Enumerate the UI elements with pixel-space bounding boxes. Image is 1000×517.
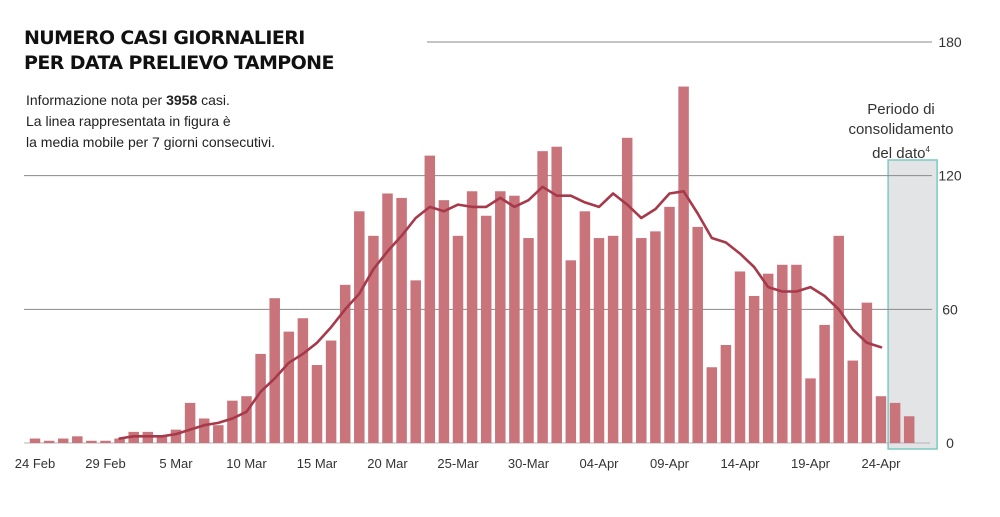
bar-47 — [692, 226, 703, 443]
x-tick-label-5: 20 Mar — [367, 456, 408, 471]
bar-2 — [57, 438, 69, 443]
bar-17 — [269, 298, 280, 443]
chart-title-line-2: PER DATA PRELIEVO TAMPONE — [24, 52, 334, 74]
bar-10 — [170, 429, 182, 443]
bar-62 — [903, 416, 915, 443]
chart-title-line-1: NUMERO CASI GIORNALIERI — [24, 27, 305, 49]
bar-25 — [382, 193, 393, 443]
bar-52 — [762, 273, 774, 443]
bar-44 — [650, 231, 661, 443]
bar-54 — [791, 264, 802, 443]
bar-39 — [579, 211, 591, 443]
bar-15 — [241, 396, 252, 443]
bar-24 — [368, 235, 379, 443]
subtitle-line-3: la media mobile per 7 giorni consecutivi… — [26, 134, 276, 150]
y-tick-label-60: 60 — [942, 301, 958, 317]
bar-11 — [184, 402, 196, 443]
x-tick-label-1: 29 Feb — [85, 456, 125, 471]
bar-6 — [114, 438, 125, 443]
bar-16 — [255, 353, 266, 443]
x-tick-label-2: 5 Mar — [159, 456, 193, 471]
bar-59 — [861, 302, 873, 443]
bar-42 — [621, 137, 633, 444]
bar-32 — [480, 215, 492, 443]
bar-43 — [636, 238, 647, 443]
footnote-marker: 4 — [925, 145, 930, 154]
bar-13 — [213, 425, 224, 443]
bar-57 — [833, 235, 844, 443]
x-tick-label-6: 25-Mar — [437, 456, 479, 471]
x-tick-label-11: 19-Apr — [791, 456, 831, 471]
bar-31 — [466, 191, 478, 443]
bar-22 — [339, 284, 351, 443]
bar-48 — [706, 367, 718, 443]
consolidation-period-box — [887, 159, 938, 450]
x-tick-label-0: 24 Feb — [15, 456, 55, 471]
subtitle-line-1-suffix: casi. — [197, 92, 230, 108]
moving-average-line — [118, 185, 883, 440]
bar-30 — [452, 235, 464, 443]
y-tick-label-180: 180 — [938, 34, 962, 50]
bar-4 — [86, 440, 97, 443]
chart-title: NUMERO CASI GIORNALIERI PER DATA PRELIEV… — [24, 26, 334, 76]
bar-58 — [847, 360, 859, 443]
bar-36 — [537, 151, 548, 443]
subtitle-line-1: Informazione nota per 3958 casi. — [26, 90, 275, 111]
bar-21 — [325, 340, 337, 443]
subtitle-line-2: La linea rappresentata in figura è — [26, 113, 231, 129]
bar-51 — [748, 295, 760, 443]
subtitle-line-1-prefix: Informazione nota per — [26, 92, 167, 108]
bar-50 — [734, 271, 746, 443]
x-tick-label-9: 09-Apr — [650, 456, 690, 471]
bar-28 — [424, 155, 436, 443]
bar-0 — [29, 438, 41, 443]
bar-49 — [720, 344, 732, 443]
bar-35 — [523, 238, 534, 443]
bar-12 — [198, 418, 210, 443]
consolidation-note-line-3: del dato4 — [836, 140, 966, 164]
bar-23 — [354, 211, 365, 443]
bar-33 — [495, 191, 506, 443]
consolidation-note: Periodo di consolidamento del dato4 — [836, 100, 966, 164]
bar-53 — [777, 264, 788, 443]
x-tick-label-8: 04-Apr — [579, 456, 619, 471]
bar-14 — [227, 400, 238, 443]
consolidation-note-line-1: Periodo di — [867, 101, 935, 118]
bar-61 — [889, 402, 901, 443]
bar-46 — [678, 86, 689, 444]
bar-5 — [100, 440, 111, 443]
y-tick-label-0: 0 — [946, 435, 954, 451]
x-tick-label-12: 24-Apr — [861, 456, 901, 471]
bar-26 — [396, 197, 407, 443]
bar-56 — [819, 324, 830, 443]
bar-37 — [551, 146, 562, 443]
bar-9 — [156, 436, 168, 443]
bar-38 — [565, 260, 577, 443]
y-tick-label-120: 120 — [938, 168, 962, 184]
bar-41 — [607, 235, 619, 443]
chart-subtitle: Informazione nota per 3958 casi. La line… — [26, 90, 275, 153]
bar-19 — [297, 318, 309, 443]
bar-34 — [509, 195, 520, 443]
x-tick-label-3: 10 Mar — [226, 456, 267, 471]
bar-1 — [43, 440, 55, 443]
bar-27 — [410, 280, 421, 443]
consolidation-note-line-3-text: del dato — [872, 145, 926, 162]
x-tick-label-10: 14-Apr — [720, 456, 760, 471]
bar-29 — [438, 200, 450, 443]
known-cases-count: 3958 — [166, 92, 198, 108]
bar-40 — [593, 238, 605, 443]
x-tick-label-4: 15 Mar — [297, 456, 338, 471]
consolidation-note-line-2: consolidamento — [848, 121, 954, 138]
bar-45 — [664, 206, 675, 443]
bar-60 — [875, 396, 887, 443]
bar-3 — [72, 436, 83, 443]
bar-18 — [283, 331, 295, 443]
x-tick-label-7: 30-Mar — [508, 456, 550, 471]
bar-20 — [311, 365, 323, 443]
bar-55 — [805, 378, 816, 443]
